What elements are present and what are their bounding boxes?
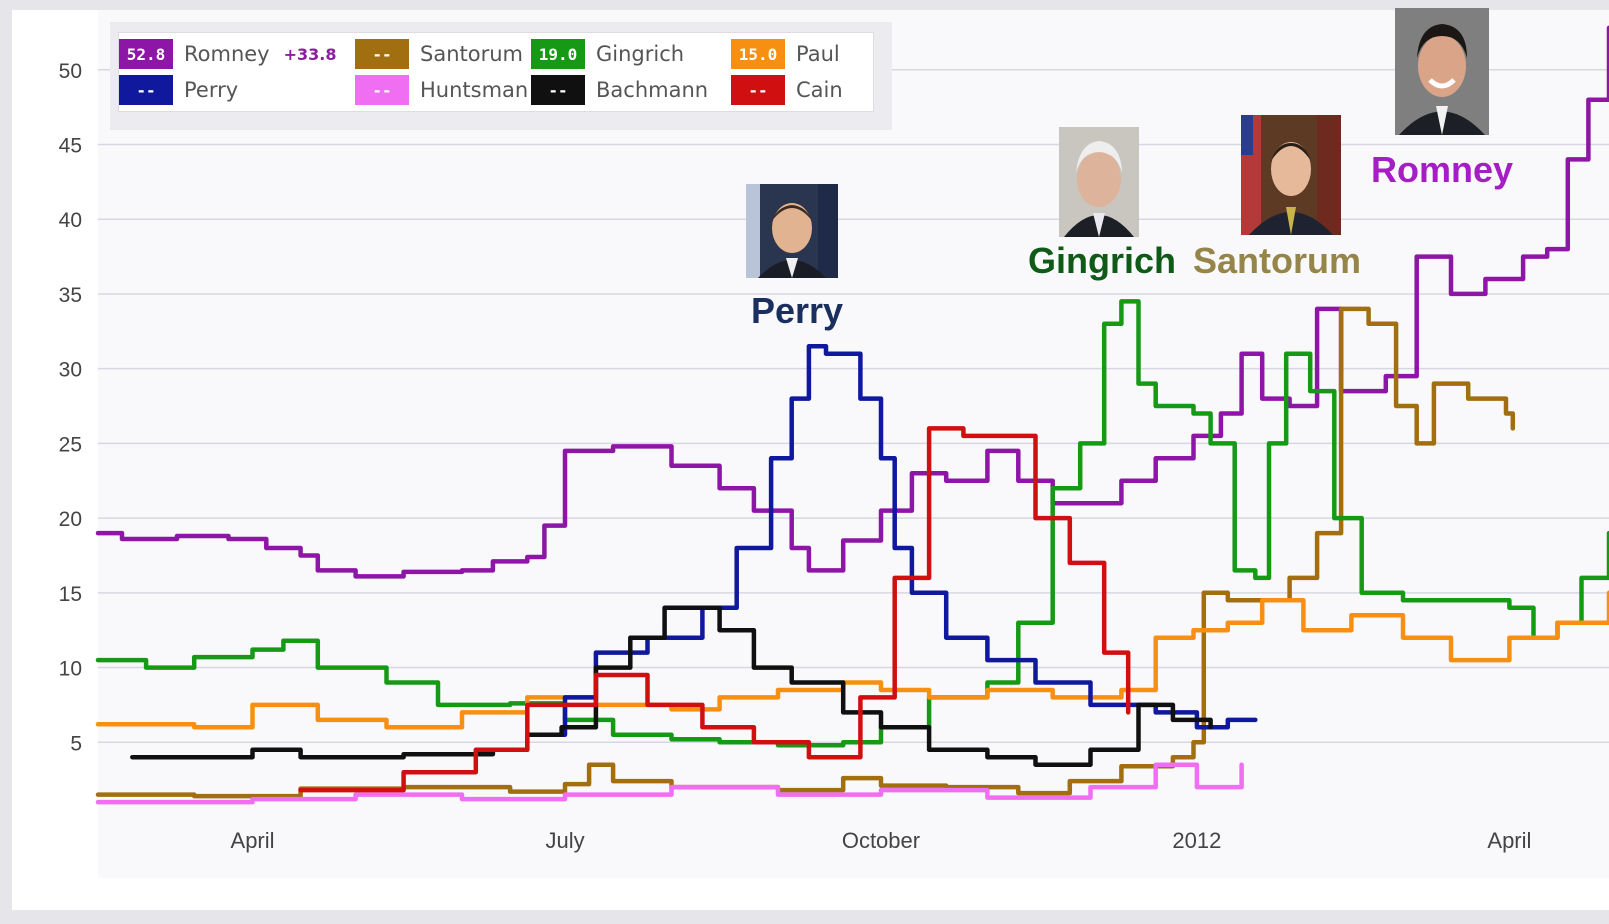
santorum-label: Santorum (1193, 240, 1362, 281)
romney-photo (1395, 8, 1489, 135)
legend-item-paul[interactable]: 15.0 Paul (731, 39, 840, 69)
y-tick-label: 35 (59, 284, 82, 307)
legend-swatch: 52.8 (119, 39, 173, 69)
series-line-gingrich (95, 299, 1609, 748)
y-tick-label: 45 (59, 135, 82, 158)
series-line-bachmann (130, 605, 1213, 767)
gingrich-label: Gingrich (1028, 240, 1177, 281)
x-axis: April July October 2012 April (231, 828, 1532, 853)
legend-label: Santorum (420, 42, 523, 66)
x-tick-label: October (842, 828, 920, 853)
y-axis: 5 10 15 20 25 30 35 40 45 50 (59, 60, 82, 755)
legend-label: Huntsman (420, 78, 529, 102)
x-tick-label: 2012 (1172, 828, 1221, 853)
y-tick-label: 40 (59, 209, 82, 232)
legend-swatch: -- (355, 75, 409, 105)
legend-label: Romney (184, 42, 270, 66)
series-line-cain (298, 426, 1131, 793)
legend-item-gingrich[interactable]: 19.0 Gingrich (531, 39, 684, 69)
legend-delta: +33.8 (283, 44, 337, 64)
series-line-huntsman (95, 762, 1244, 805)
legend-swatch: -- (119, 75, 173, 105)
legend-label: Paul (796, 42, 840, 66)
legend-box: 52.8 Romney +33.8 -- Santorum 19.0 Gingrich 15.… (118, 32, 874, 112)
series-lines (95, 25, 1609, 805)
santorum-photo (1241, 115, 1341, 235)
legend-item-romney[interactable]: 52.8 Romney +33.8 (119, 39, 337, 69)
y-tick-label: 30 (59, 359, 82, 382)
chart-frame: 5 10 15 20 25 30 35 40 45 50 April July October 2012… (12, 8, 1609, 910)
y-tick-label: 25 (59, 433, 82, 456)
series-line-santorum (95, 306, 1516, 799)
legend-swatch: 19.0 (531, 39, 585, 69)
series-line-perry (525, 343, 1258, 738)
x-tick-label: July (545, 828, 584, 853)
y-tick-label: 20 (59, 508, 82, 531)
y-tick-label: 50 (59, 60, 82, 83)
y-tick-label: 5 (70, 732, 82, 755)
legend-item-santorum[interactable]: -- Santorum (355, 39, 523, 69)
legend: 52.8 Romney +33.8 -- Santorum 19.0 Gingrich 15.… (110, 22, 892, 130)
legend-swatch: 15.0 (731, 39, 785, 69)
legend-label: Cain (796, 78, 843, 102)
perry-photo (746, 184, 838, 278)
gingrich-photo (1059, 127, 1139, 237)
legend-item-perry[interactable]: -- Perry (119, 75, 238, 105)
legend-swatch: -- (355, 39, 409, 69)
y-tick-label: 15 (59, 583, 82, 606)
y-tick-label: 10 (59, 658, 82, 681)
perry-label: Perry (751, 290, 844, 331)
romney-label: Romney (1371, 149, 1514, 190)
legend-label: Bachmann (596, 78, 709, 102)
x-tick-label: April (1487, 828, 1531, 853)
legend-swatch: -- (531, 75, 585, 105)
legend-label: Perry (184, 78, 239, 102)
legend-item-bachmann[interactable]: -- Bachmann (531, 75, 708, 105)
legend-swatch: -- (731, 75, 785, 105)
legend-item-cain[interactable]: -- Cain (731, 75, 843, 105)
x-tick-label: April (231, 828, 275, 853)
legend-label: Gingrich (596, 42, 685, 66)
series-line-paul (95, 590, 1609, 730)
poll-chart: 5 10 15 20 25 30 35 40 45 50 April July October 2012… (59, 10, 1609, 878)
legend-item-huntsman[interactable]: -- Huntsman (355, 75, 528, 105)
